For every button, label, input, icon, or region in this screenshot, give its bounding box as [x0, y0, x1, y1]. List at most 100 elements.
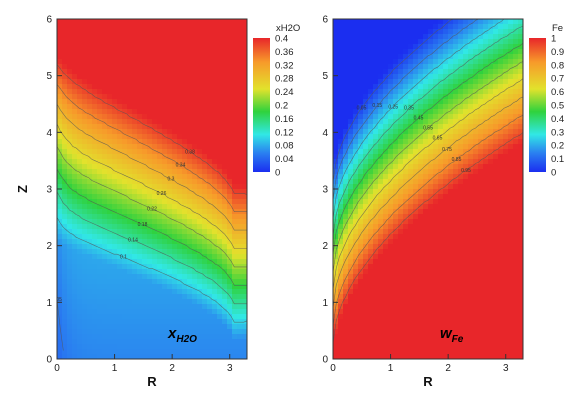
- wfe-field-cell: [468, 224, 474, 230]
- xh2o-field-cell: [57, 204, 63, 210]
- xh2o-field-cell: [197, 69, 203, 75]
- wfe-field-cell: [438, 34, 444, 40]
- xh2o-field-cell: [72, 349, 78, 355]
- xh2o-field-cell: [182, 124, 188, 130]
- wfe-field-cell: [498, 164, 504, 170]
- left-y-tick-label: 2: [46, 241, 52, 252]
- xh2o-field-cell: [222, 59, 228, 65]
- wfe-field-cell: [413, 274, 419, 280]
- xh2o-field-cell: [102, 214, 108, 220]
- wfe-field-cell: [488, 219, 494, 225]
- xh2o-field-cell: [152, 104, 158, 110]
- xh2o-field-cell: [87, 329, 93, 335]
- wfe-field-cell: [493, 329, 499, 335]
- wfe-field-cell: [348, 279, 354, 285]
- xh2o-field-cell: [152, 319, 158, 325]
- xh2o-field-cell: [137, 204, 143, 210]
- wfe-field-cell: [363, 179, 369, 185]
- xh2o-field-cell: [227, 214, 233, 220]
- xh2o-field-cell: [157, 234, 163, 240]
- wfe-field-cell: [443, 274, 449, 280]
- xh2o-field-cell: [122, 59, 128, 65]
- xh2o-field-cell: [222, 254, 228, 260]
- xh2o-field-cell: [227, 119, 233, 125]
- xh2o-field-cell: [127, 284, 133, 290]
- xh2o-field-cell: [112, 59, 118, 65]
- xh2o-field-cell: [72, 54, 78, 60]
- wfe-field-cell: [438, 264, 444, 270]
- xh2o-field-cell: [147, 34, 153, 40]
- wfe-field-cell: [493, 89, 499, 95]
- wfe-field-cell: [468, 194, 474, 200]
- wfe-field-cell: [503, 29, 509, 35]
- xh2o-field-cell: [72, 19, 78, 25]
- xh2o-field-cell: [207, 314, 213, 320]
- xh2o-field-cell: [72, 314, 78, 320]
- xh2o-field-cell: [82, 144, 88, 150]
- xh2o-field-cell: [142, 59, 148, 65]
- xh2o-field-cell: [222, 244, 228, 250]
- xh2o-field-cell: [142, 169, 148, 175]
- wfe-field-cell: [368, 154, 374, 160]
- wfe-field-cell: [378, 344, 384, 350]
- wfe-field-cell: [358, 299, 364, 305]
- xh2o-field-cell: [112, 119, 118, 125]
- xh2o-field-cell: [102, 149, 108, 155]
- xh2o-field-cell: [82, 179, 88, 185]
- xh2o-field-cell: [157, 99, 163, 105]
- xh2o-field-cell: [172, 319, 178, 325]
- xh2o-field-cell: [192, 279, 198, 285]
- xh2o-field-cell: [212, 59, 218, 65]
- xh2o-field-cell: [132, 334, 138, 340]
- xh2o-field-cell: [222, 294, 228, 300]
- xh2o-field-cell: [182, 59, 188, 65]
- xh2o-field-cell: [82, 44, 88, 50]
- wfe-field-cell: [383, 314, 389, 320]
- wfe-field-cell: [388, 24, 394, 30]
- xh2o-field-cell: [217, 239, 223, 245]
- wfe-field-cell: [343, 349, 349, 355]
- xh2o-field-cell: [202, 164, 208, 170]
- xh2o-contour-label: 0.22: [147, 206, 157, 212]
- wfe-field-cell: [418, 314, 424, 320]
- wfe-field-cell: [393, 79, 399, 85]
- xh2o-field-cell: [192, 59, 198, 65]
- wfe-field-cell: [443, 124, 449, 130]
- xh2o-field-cell: [162, 139, 168, 145]
- wfe-field-cell: [403, 24, 409, 30]
- xh2o-field-cell: [67, 324, 73, 330]
- xh2o-field-cell: [77, 249, 83, 255]
- wfe-field-cell: [383, 29, 389, 35]
- wfe-field-cell: [403, 159, 409, 165]
- xh2o-field-cell: [187, 229, 193, 235]
- wfe-field-cell: [413, 189, 419, 195]
- xh2o-field-cell: [157, 279, 163, 285]
- wfe-field-cell: [423, 194, 429, 200]
- xh2o-field-cell: [87, 44, 93, 50]
- wfe-field-cell: [428, 284, 434, 290]
- xh2o-field-cell: [77, 159, 83, 165]
- xh2o-field-cell: [117, 334, 123, 340]
- xh2o-field-cell: [77, 229, 83, 235]
- xh2o-field-cell: [97, 74, 103, 80]
- wfe-field-cell: [483, 24, 489, 30]
- xh2o-field-cell: [197, 119, 203, 125]
- xh2o-field-cell: [67, 154, 73, 160]
- xh2o-field-cell: [172, 194, 178, 200]
- xh2o-field-cell: [222, 149, 228, 155]
- wfe-field-cell: [458, 214, 464, 220]
- wfe-field-cell: [428, 24, 434, 30]
- xh2o-field-cell: [197, 239, 203, 245]
- wfe-field-cell: [438, 209, 444, 215]
- wfe-field-cell: [403, 339, 409, 345]
- xh2o-field-cell: [152, 294, 158, 300]
- xh2o-field-cell: [237, 64, 243, 70]
- xh2o-field-cell: [87, 299, 93, 305]
- wfe-field-cell: [468, 209, 474, 215]
- wfe-field-cell: [453, 194, 459, 200]
- xh2o-field-cell: [72, 174, 78, 180]
- wfe-field-cell: [478, 309, 484, 315]
- wfe-field-cell: [363, 294, 369, 300]
- wfe-field-cell: [448, 304, 454, 310]
- wfe-field-cell: [368, 324, 374, 330]
